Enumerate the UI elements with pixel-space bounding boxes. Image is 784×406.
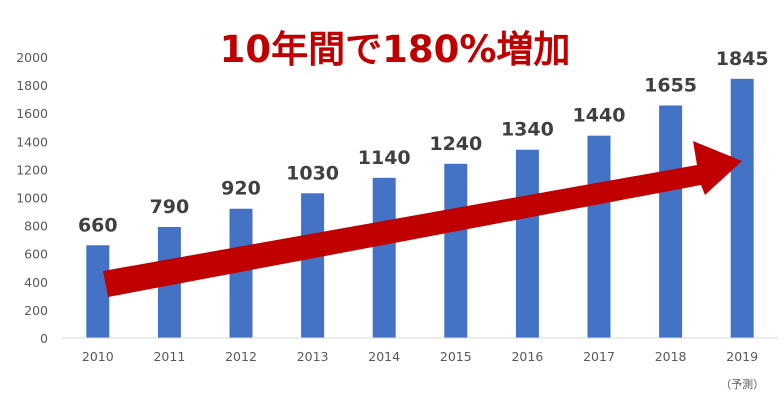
x-axis: 2010 2011 2012 2013 2014 2015 2016 2017 2018 2019…: [62, 337, 778, 391]
trend-arrow-layer: [103, 141, 742, 297]
x-tick-label: 2011: [153, 349, 185, 364]
y-tick-label: 1200: [16, 162, 48, 177]
x-tick-label: 2014: [368, 349, 400, 364]
y-tick-label: 1600: [16, 106, 48, 121]
data-label-2014: 1140: [358, 147, 411, 169]
bar-2012: [229, 208, 253, 338]
trend-arrow: [103, 141, 742, 297]
x-tick-note: （予測）: [720, 377, 764, 391]
data-label-2010: 660: [78, 214, 118, 236]
x-tick-label: 2013: [297, 349, 329, 364]
bar-2015: [444, 163, 468, 338]
bar-2018: [659, 105, 683, 338]
x-tick-label: 2010: [82, 349, 114, 364]
x-tick-label: 2015: [440, 349, 472, 364]
data-label-2017: 1440: [573, 105, 626, 127]
data-label-2015: 1240: [429, 133, 482, 155]
y-tick-label: 800: [24, 219, 48, 234]
data-label-2018: 1655: [644, 74, 697, 96]
bar-2010: [86, 245, 110, 338]
chart-title: 10年間で180%増加: [220, 28, 571, 71]
x-tick-label: 2012: [225, 349, 257, 364]
data-labels-group: 660 790 920 1030 1140 1240 1340 1440 1655 1845: [78, 48, 769, 236]
data-label-2012: 920: [221, 178, 261, 200]
data-label-2016: 1340: [501, 119, 554, 141]
y-tick-label: 1800: [16, 78, 48, 93]
x-tick-label: 2019: [726, 349, 758, 364]
x-tick-label: 2016: [511, 349, 543, 364]
bar-2016: [515, 149, 539, 338]
y-tick-label: 2000: [16, 50, 48, 65]
y-axis: 0 200 400 600 800 1000 1200 1400 1600 1800 2000: [16, 50, 48, 346]
bar-2019: [730, 78, 754, 338]
y-tick-label: 600: [24, 247, 48, 262]
y-tick-label: 200: [24, 303, 48, 318]
bar-2017: [587, 135, 611, 338]
y-tick-label: 1400: [16, 134, 48, 149]
x-tick-label: 2017: [583, 349, 615, 364]
data-label-2013: 1030: [286, 162, 339, 184]
y-tick-label: 0: [40, 331, 48, 346]
data-label-2019: 1845: [716, 48, 769, 70]
bar-2013: [301, 193, 325, 338]
x-tick-label: 2018: [655, 349, 687, 364]
bar-2014: [372, 177, 396, 338]
y-tick-label: 400: [24, 275, 48, 290]
y-tick-label: 1000: [16, 191, 48, 206]
data-label-2011: 790: [150, 196, 190, 218]
